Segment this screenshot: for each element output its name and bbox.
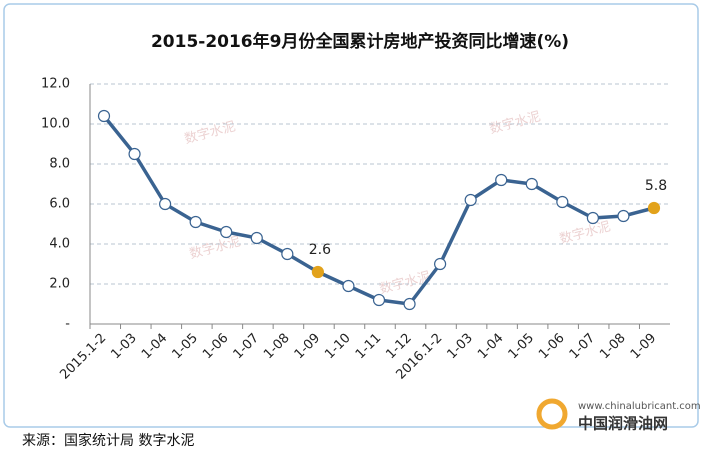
data-point <box>434 257 447 271</box>
data-point <box>97 109 111 123</box>
chart-title: 2015-2016年9月份全国累计房地产投资同比增速(%) <box>151 31 569 52</box>
data-point <box>189 215 202 229</box>
data-point <box>342 279 355 293</box>
data-point <box>403 297 416 311</box>
y-tick-label: 10.0 <box>41 117 70 132</box>
data-point <box>128 147 141 161</box>
y-tick-label: - <box>65 317 70 332</box>
y-tick-label: 8.0 <box>49 157 70 172</box>
chart-frame <box>3 3 699 428</box>
data-point <box>617 209 630 223</box>
source: 来源：国家统计局 数字水泥 <box>22 432 194 449</box>
data-point <box>525 177 538 191</box>
data-point <box>372 293 386 307</box>
data-point <box>556 195 569 209</box>
y-tick-label: 6.0 <box>49 197 70 212</box>
data-point <box>311 265 324 279</box>
data-point <box>464 193 477 207</box>
value-label: 5.8 <box>645 178 667 194</box>
data-point <box>495 173 508 187</box>
data-point <box>647 201 661 215</box>
data-point <box>159 197 172 211</box>
y-tick-label: 4.0 <box>49 237 70 252</box>
data-point <box>281 247 294 261</box>
logo-url: www.chinalubricant.com <box>578 401 701 412</box>
value-label: 2.6 <box>309 242 331 258</box>
logo-name: 中国润滑油网 <box>578 415 668 433</box>
data-point <box>586 211 599 225</box>
data-point <box>250 231 263 245</box>
logo-icon <box>536 398 568 430</box>
y-tick-label: 12.0 <box>41 77 70 92</box>
y-tick-label: 2.0 <box>49 277 70 292</box>
data-point <box>220 225 233 239</box>
